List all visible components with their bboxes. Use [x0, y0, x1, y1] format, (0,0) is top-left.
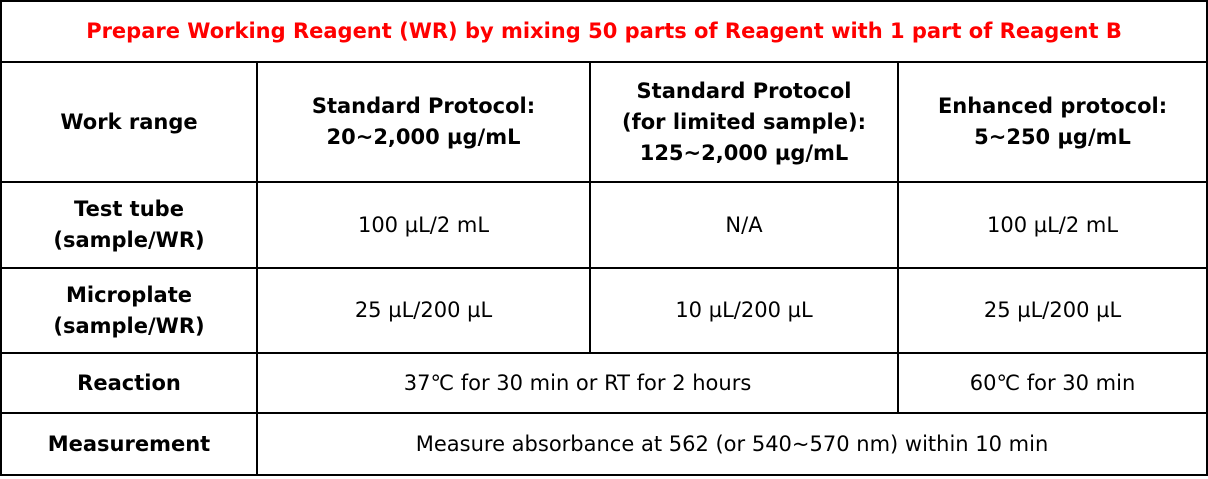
header-limited-sample-protocol: Standard Protocol (for limited sample): …: [589, 61, 899, 183]
row-label-reaction: Reaction: [0, 352, 258, 414]
microplate-enhanced-value: 25 µL/200 µL: [896, 267, 1208, 354]
header-limited-sample-line-2: (for limited sample):: [622, 109, 866, 134]
row-label-test-tube: Test tube (sample/WR): [0, 181, 258, 269]
test-tube-enhanced-value: 100 µL/2 mL: [896, 181, 1208, 269]
row-label-test-tube-line-2: (sample/WR): [53, 228, 205, 252]
row-label-microplate-line-1: Microplate: [65, 282, 192, 307]
table-row-test-tube: Test tube (sample/WR) 100 µL/2 mL N/A 10…: [0, 181, 1208, 269]
header-standard-protocol-line-2: 20~2,000 µg/mL: [326, 125, 521, 149]
test-tube-standard-value: 100 µL/2 mL: [256, 181, 591, 269]
header-limited-sample-line-1: Standard Protocol: [636, 78, 852, 103]
microplate-standard-value: 25 µL/200 µL: [256, 267, 591, 354]
header-standard-protocol: Standard Protocol: 20~2,000 µg/mL: [256, 61, 591, 183]
header-work-range: Work range: [0, 61, 258, 183]
table-title: Prepare Working Reagent (WR) by mixing 5…: [0, 0, 1208, 63]
header-row: Work range Standard Protocol: 20~2,000 µ…: [0, 61, 1208, 183]
measurement-value: Measure absorbance at 562 (or 540~570 nm…: [255, 412, 1208, 476]
test-tube-limited-value: N/A: [589, 181, 899, 269]
reaction-standard-value: 37℃ for 30 min or RT for 2 hours: [256, 352, 899, 414]
header-enhanced-protocol-line-1: Enhanced protocol:: [937, 94, 1168, 118]
row-label-test-tube-line-1: Test tube: [74, 197, 184, 221]
row-label-microplate-line-2: (sample/WR): [53, 313, 205, 338]
header-enhanced-protocol-line-2: 5~250 µg/mL: [974, 125, 1131, 149]
microplate-limited-value: 10 µL/200 µL: [589, 267, 899, 354]
reaction-enhanced-value: 60℃ for 30 min: [896, 352, 1208, 414]
table-row-microplate: Microplate (sample/WR) 25 µL/200 µL 10 µ…: [0, 267, 1208, 354]
table-row-measurement: Measurement Measure absorbance at 562 (o…: [0, 412, 1208, 476]
header-limited-sample-line-3: 125~2,000 µg/mL: [639, 140, 849, 165]
row-label-measurement: Measurement: [0, 412, 258, 476]
title-row: Prepare Working Reagent (WR) by mixing 5…: [0, 0, 1208, 63]
header-standard-protocol-line-1: Standard Protocol:: [311, 94, 536, 118]
header-enhanced-protocol: Enhanced protocol: 5~250 µg/mL: [896, 61, 1208, 183]
row-label-microplate: Microplate (sample/WR): [0, 267, 258, 354]
table-row-reaction: Reaction 37℃ for 30 min or RT for 2 hour…: [0, 352, 1208, 414]
header-work-range-label: Work range: [60, 109, 198, 134]
